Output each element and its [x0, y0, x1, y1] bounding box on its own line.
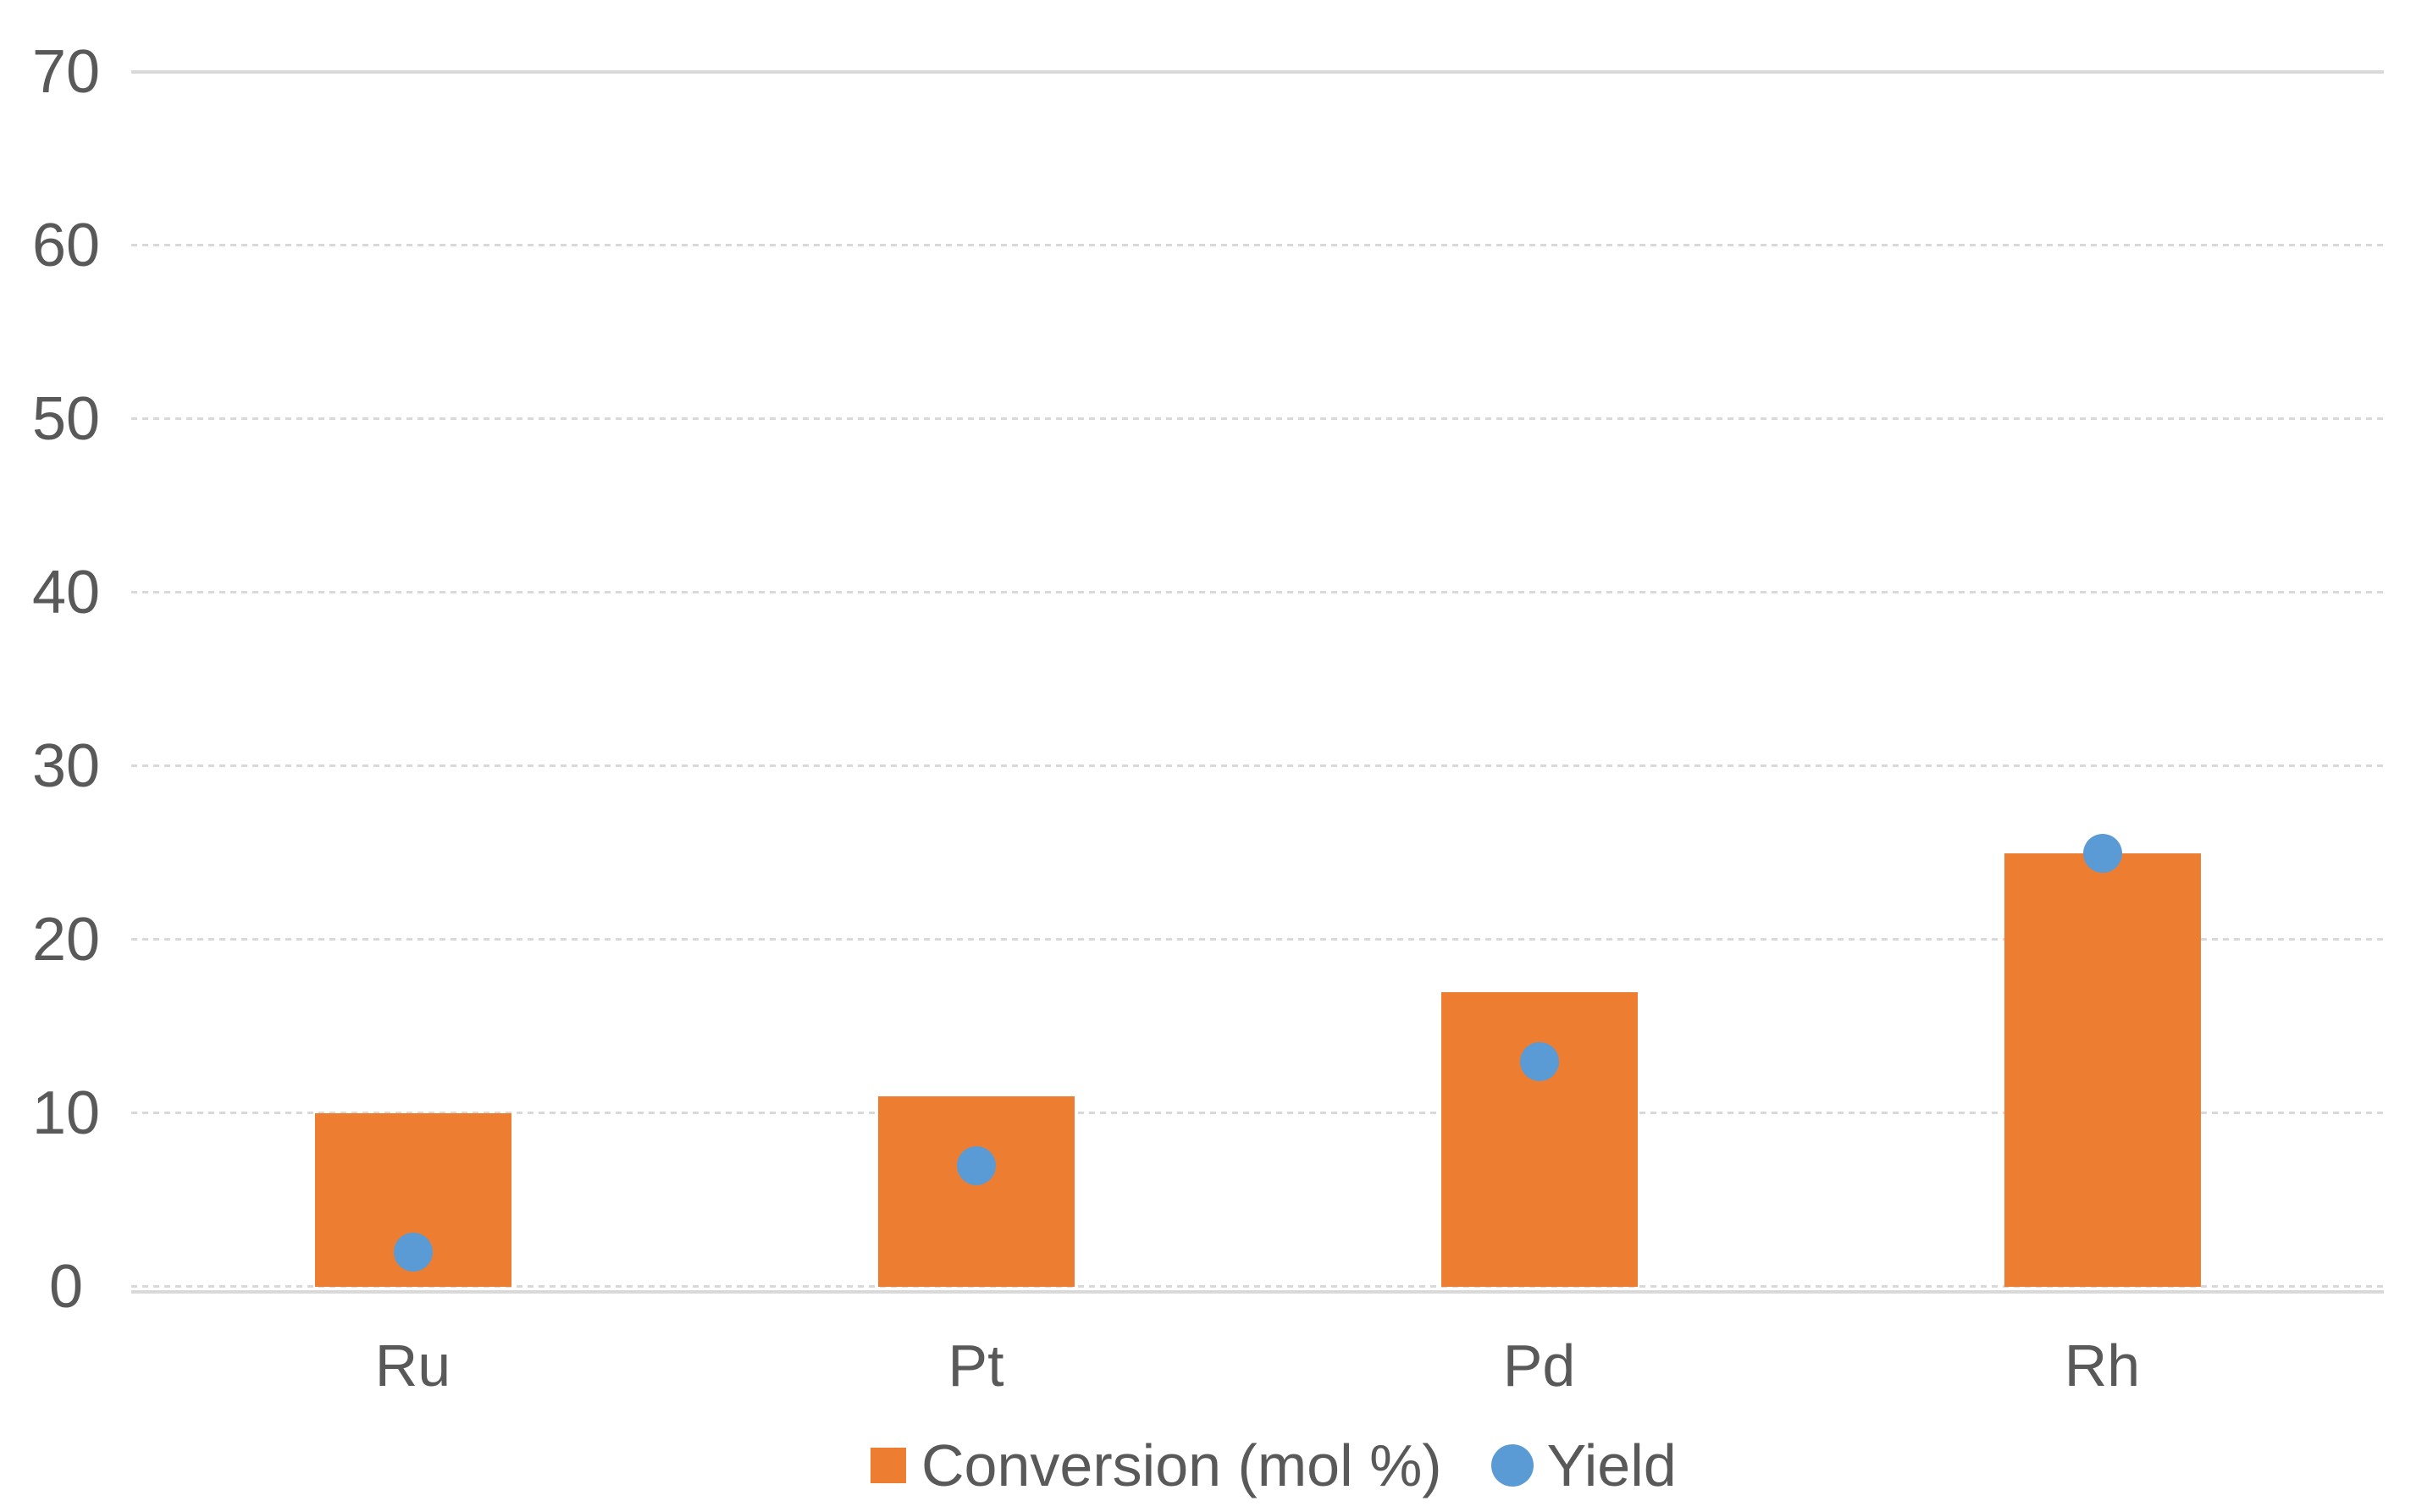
y-gridline-20 [131, 938, 2384, 941]
y-tick-label-20: 20 [31, 906, 101, 974]
dot-yield-Pd [1519, 1041, 1559, 1081]
y-tick-label-70: 70 [31, 38, 101, 106]
y-tick-label-60: 60 [31, 212, 101, 279]
bar-conversion-Pt [877, 1095, 1075, 1287]
y-gridline-60 [131, 244, 2384, 246]
plot-area [131, 70, 2384, 1294]
dot-yield-Ru [393, 1233, 433, 1272]
legend-label-yield: Yield [1546, 1432, 1677, 1498]
y-tick-label-50: 50 [31, 385, 101, 453]
y-tick-label-30: 30 [31, 732, 101, 800]
y-gridline-10 [131, 1112, 2384, 1114]
y-gridline-50 [131, 417, 2384, 420]
y-tick-label-40: 40 [31, 559, 101, 626]
y-gridline-70 [131, 70, 2384, 74]
y-tick-label-10: 10 [31, 1079, 101, 1147]
y-gridline-0 [131, 1285, 2384, 1288]
dot-yield-Pt [956, 1145, 996, 1185]
legend-yield-circle-icon [1490, 1444, 1534, 1487]
x-category-label-Pd: Pd [1502, 1333, 1576, 1399]
legend-conversion-square-icon [871, 1448, 906, 1483]
legend-label-conversion: Conversion (mol %) [921, 1432, 1442, 1498]
dot-yield-Rh [2082, 833, 2122, 873]
x-category-label-Ru: Ru [374, 1333, 451, 1399]
legend: Conversion (mol %) Yield [871, 1434, 1677, 1497]
y-tick-label-0: 0 [48, 1253, 84, 1321]
x-axis-line [131, 1290, 2384, 1294]
x-category-label-Rh: Rh [2064, 1333, 2141, 1399]
x-category-label-Pt: Pt [948, 1333, 1004, 1399]
y-gridline-30 [131, 764, 2384, 767]
y-gridline-40 [131, 591, 2384, 593]
bar-conversion-Pd [1440, 991, 1638, 1287]
bar-conversion-Rh [2004, 853, 2201, 1287]
